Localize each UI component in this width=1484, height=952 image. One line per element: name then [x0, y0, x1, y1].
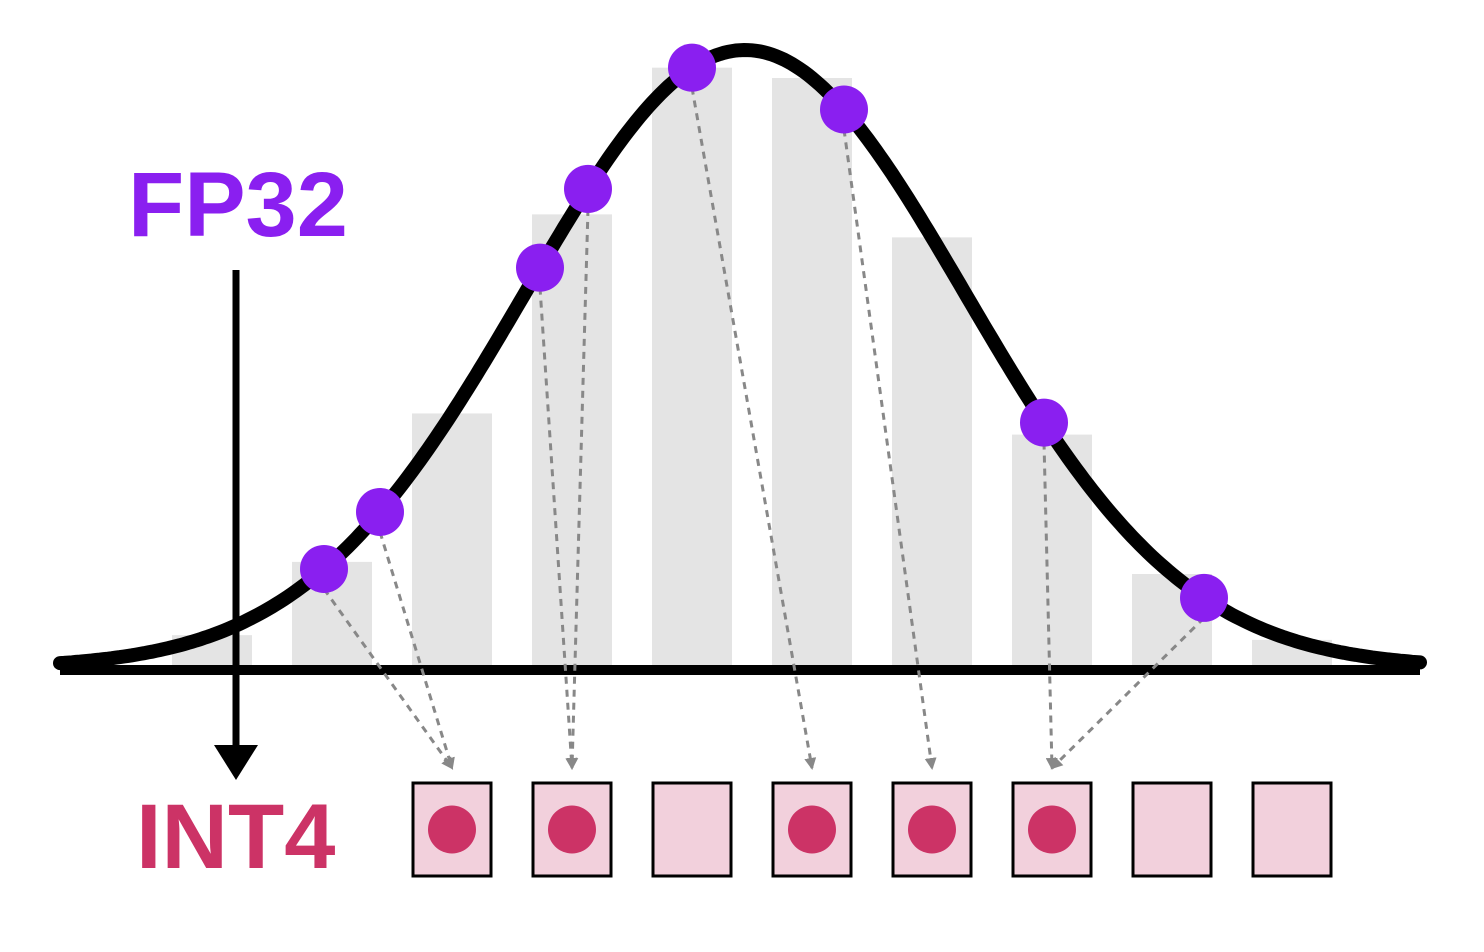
mapping-arrow [1050, 616, 1206, 770]
int4-label: INT4 [136, 786, 335, 888]
mapping-arrow [378, 531, 455, 770]
histogram-stripes [172, 67, 1332, 669]
fp32-point [516, 243, 564, 292]
mapping-arrow [322, 588, 454, 770]
int4-cell [1251, 781, 1333, 878]
fp32-point [1020, 398, 1068, 447]
mapping-arrow [1042, 442, 1058, 770]
mapping-arrow [690, 87, 817, 770]
histogram-stripe [892, 237, 972, 669]
mapping-arrow [538, 287, 578, 770]
fp32-point [1180, 573, 1228, 622]
histogram-stripe [652, 67, 732, 669]
int4-value-dot [788, 805, 836, 854]
int4-cells [411, 781, 1333, 878]
fp32-point [356, 487, 404, 536]
int4-value-dot [1028, 805, 1076, 854]
fp32-points [300, 43, 1228, 622]
fp32-label: FP32 [128, 154, 348, 256]
int4-cell [651, 781, 733, 878]
int4-value-dot [428, 805, 476, 854]
int4-value-dot [548, 805, 596, 854]
down-arrowhead-icon [214, 745, 258, 780]
quantize-arrow [214, 270, 258, 780]
mapping-arrows [322, 87, 1206, 770]
fp32-point [564, 164, 612, 213]
int4-value-dot [908, 805, 956, 854]
mapping-arrow [842, 129, 937, 770]
int4-cell [531, 781, 613, 878]
histogram-stripe [772, 78, 852, 668]
fp32-point [668, 43, 716, 92]
int4-cell [1131, 781, 1213, 878]
fp32-point [820, 85, 868, 134]
fp32-point [300, 544, 348, 593]
mapping-arrow [566, 208, 590, 770]
